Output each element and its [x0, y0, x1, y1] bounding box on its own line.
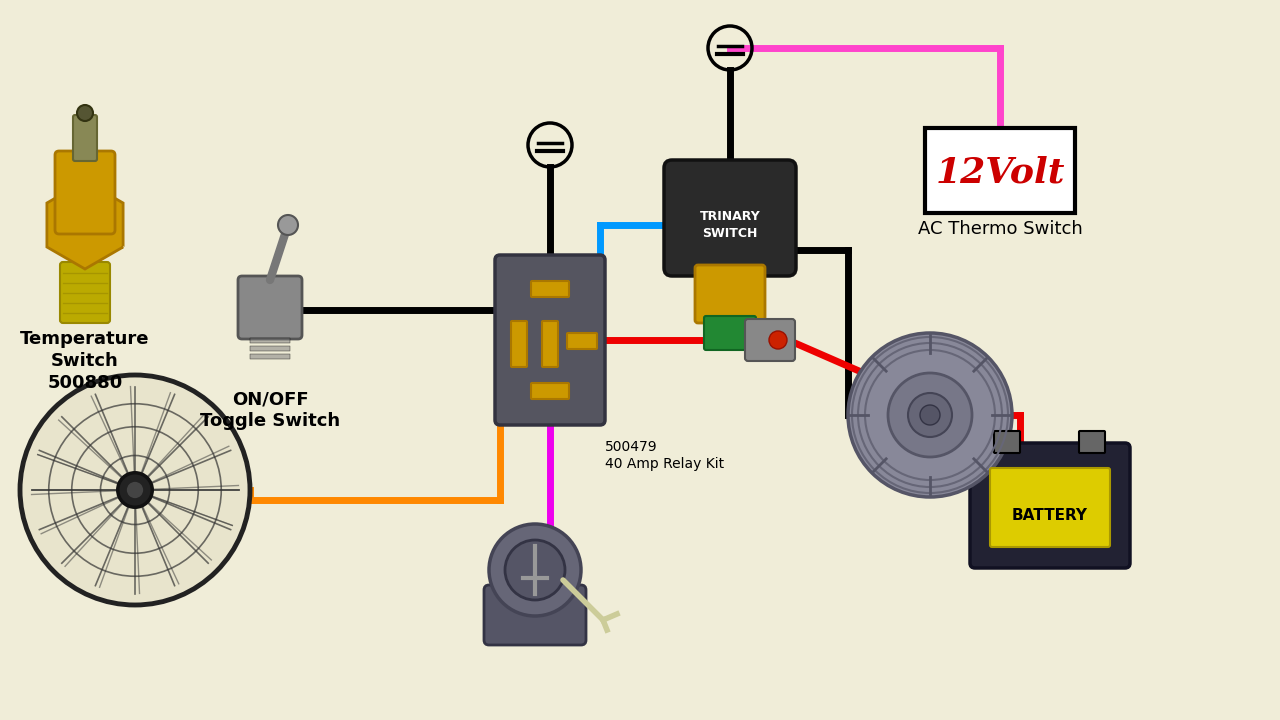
FancyBboxPatch shape: [925, 128, 1075, 213]
Circle shape: [506, 540, 564, 600]
FancyBboxPatch shape: [250, 346, 291, 351]
FancyBboxPatch shape: [664, 160, 796, 276]
FancyBboxPatch shape: [484, 585, 586, 645]
Circle shape: [77, 105, 93, 121]
FancyBboxPatch shape: [567, 333, 596, 349]
Text: 12Volt: 12Volt: [936, 155, 1065, 189]
FancyBboxPatch shape: [541, 321, 558, 367]
FancyBboxPatch shape: [511, 321, 527, 367]
FancyBboxPatch shape: [250, 354, 291, 359]
FancyBboxPatch shape: [60, 262, 110, 323]
FancyBboxPatch shape: [55, 151, 115, 234]
FancyBboxPatch shape: [531, 281, 570, 297]
FancyBboxPatch shape: [531, 383, 570, 399]
Text: TRINARY
SWITCH: TRINARY SWITCH: [700, 210, 760, 240]
Circle shape: [489, 524, 581, 616]
Circle shape: [769, 331, 787, 349]
FancyBboxPatch shape: [989, 468, 1110, 547]
Text: BATTERY: BATTERY: [1012, 508, 1088, 523]
FancyBboxPatch shape: [238, 276, 302, 339]
Circle shape: [920, 405, 940, 425]
Circle shape: [908, 393, 952, 437]
Circle shape: [888, 373, 972, 457]
FancyBboxPatch shape: [1079, 431, 1105, 453]
Text: AC Thermo Switch: AC Thermo Switch: [918, 220, 1083, 238]
FancyBboxPatch shape: [704, 316, 756, 350]
FancyBboxPatch shape: [73, 115, 97, 161]
Text: 500479
40 Amp Relay Kit: 500479 40 Amp Relay Kit: [605, 440, 724, 472]
FancyBboxPatch shape: [970, 443, 1130, 568]
FancyBboxPatch shape: [495, 255, 605, 425]
Circle shape: [278, 215, 298, 235]
FancyBboxPatch shape: [745, 319, 795, 361]
Circle shape: [849, 333, 1012, 497]
Polygon shape: [47, 181, 123, 269]
Text: ON/OFF
Toggle Switch: ON/OFF Toggle Switch: [200, 390, 340, 431]
Circle shape: [118, 473, 152, 508]
FancyBboxPatch shape: [695, 265, 765, 323]
Circle shape: [20, 375, 250, 605]
Circle shape: [125, 481, 145, 499]
FancyBboxPatch shape: [250, 338, 291, 343]
Text: Temperature
Switch
500880: Temperature Switch 500880: [20, 330, 150, 392]
FancyBboxPatch shape: [995, 431, 1020, 453]
